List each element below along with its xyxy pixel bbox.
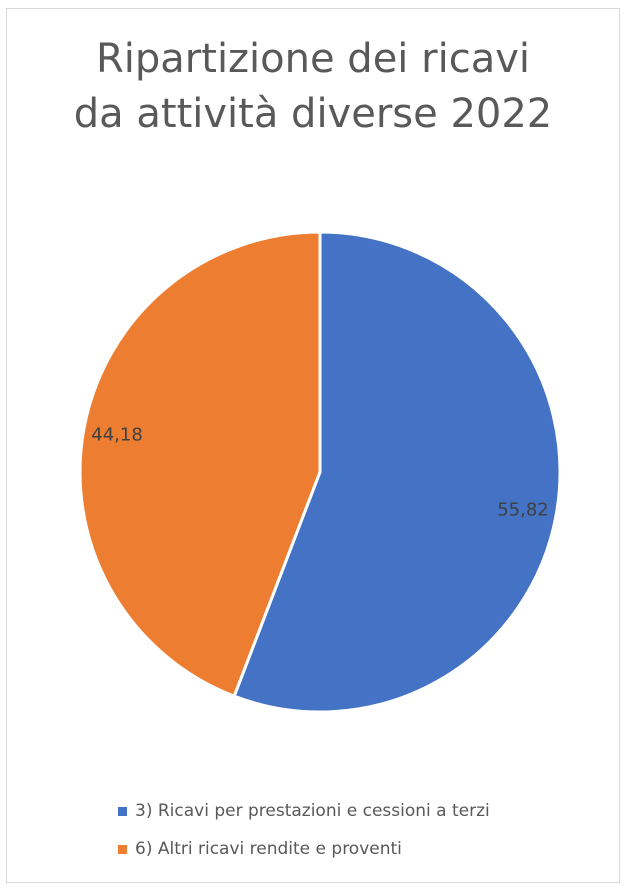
chart-title: Ripartizione dei ricavi da attività dive…: [0, 32, 626, 142]
legend-swatch-altri-ricavi: [118, 844, 127, 854]
pie-slice-ricavi-prestazioni: [232, 230, 562, 714]
pie-slice-altri-ricavi: [78, 230, 322, 698]
legend-label-altri-ricavi: 6) Altri ricavi rendite e proventi: [135, 839, 402, 859]
legend-item-altri-ricavi: 6) Altri ricavi rendite e proventi: [118, 838, 598, 860]
data-label-altri-ricavi: 44,18: [91, 424, 143, 445]
data-label-ricavi-prestazioni: 55,82: [497, 500, 549, 521]
legend: 3) Ricavi per prestazioni e cessioni a t…: [118, 800, 598, 876]
chart-title-line-2: da attività diverse 2022: [73, 91, 553, 137]
legend-label-ricavi-prestazioni: 3) Ricavi per prestazioni e cessioni a t…: [135, 801, 490, 821]
chart-title-line-1: Ripartizione dei ricavi: [96, 36, 530, 82]
legend-swatch-ricavi-prestazioni: [118, 806, 127, 816]
legend-item-ricavi-prestazioni: 3) Ricavi per prestazioni e cessioni a t…: [118, 800, 598, 822]
